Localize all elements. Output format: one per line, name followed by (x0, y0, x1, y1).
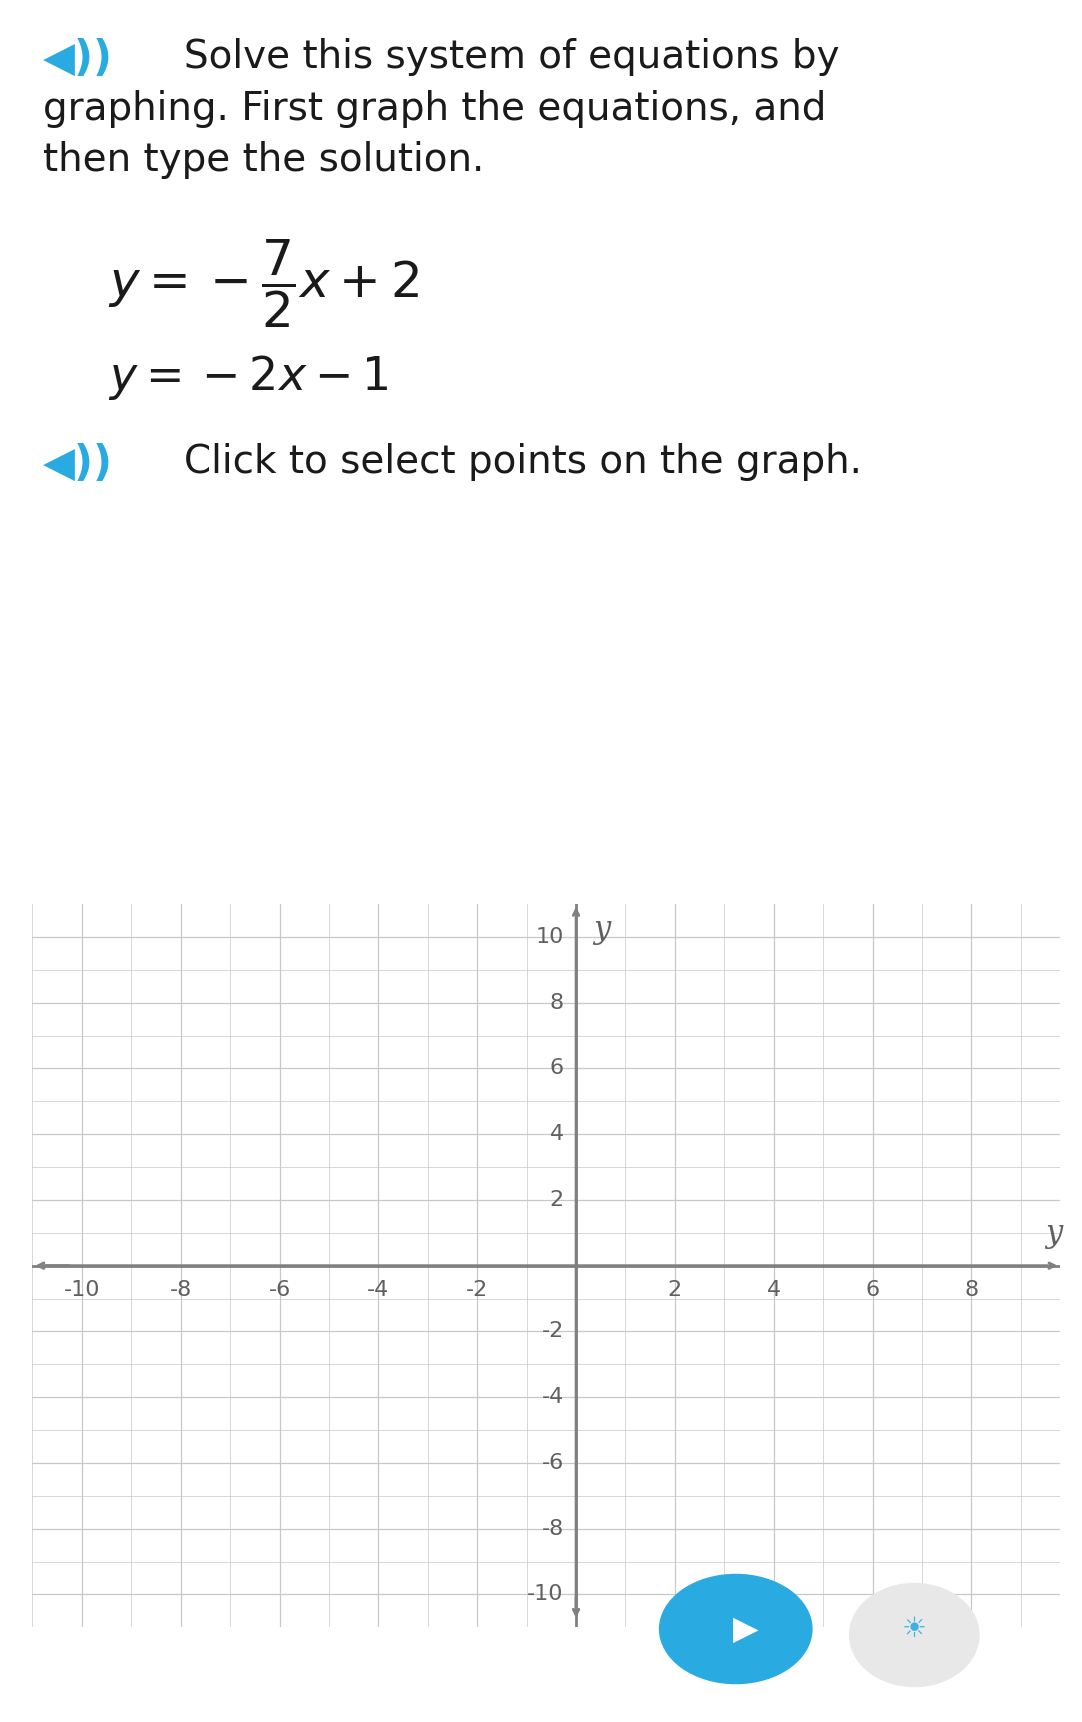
Text: -4: -4 (367, 1281, 390, 1300)
Text: ◀)): ◀)) (43, 443, 114, 484)
Text: 8: 8 (550, 992, 564, 1013)
Text: graphing. First graph the equations, and: graphing. First graph the equations, and (43, 90, 827, 127)
Text: -4: -4 (541, 1388, 564, 1407)
Text: -8: -8 (541, 1519, 564, 1539)
Text: 4: 4 (550, 1124, 564, 1143)
Text: -6: -6 (541, 1453, 564, 1472)
Text: 2: 2 (668, 1281, 682, 1300)
Text: 8: 8 (964, 1281, 978, 1300)
Ellipse shape (660, 1574, 812, 1684)
Text: -8: -8 (170, 1281, 192, 1300)
Circle shape (849, 1584, 979, 1686)
Text: $y = -2x - 1$: $y = -2x - 1$ (108, 353, 388, 401)
Text: -6: -6 (268, 1281, 291, 1300)
Text: 2: 2 (550, 1190, 564, 1211)
Text: -2: -2 (541, 1321, 564, 1341)
Text: Solve this system of equations by: Solve this system of equations by (184, 38, 840, 76)
Text: ◀)): ◀)) (43, 38, 114, 79)
Text: 4: 4 (767, 1281, 781, 1300)
Text: then type the solution.: then type the solution. (43, 141, 485, 179)
Text: 10: 10 (536, 926, 564, 947)
Text: 6: 6 (550, 1059, 564, 1078)
Text: y: y (1045, 1217, 1063, 1248)
Text: ☀: ☀ (902, 1615, 926, 1643)
Text: -10: -10 (64, 1281, 101, 1300)
Text: -2: -2 (466, 1281, 488, 1300)
Text: ▶: ▶ (734, 1612, 758, 1646)
Text: 6: 6 (866, 1281, 880, 1300)
Text: $y = -\dfrac{7}{2}x + 2$: $y = -\dfrac{7}{2}x + 2$ (108, 238, 420, 331)
Text: y: y (593, 914, 610, 945)
Text: -10: -10 (527, 1584, 564, 1605)
Text: Click to select points on the graph.: Click to select points on the graph. (184, 443, 862, 480)
